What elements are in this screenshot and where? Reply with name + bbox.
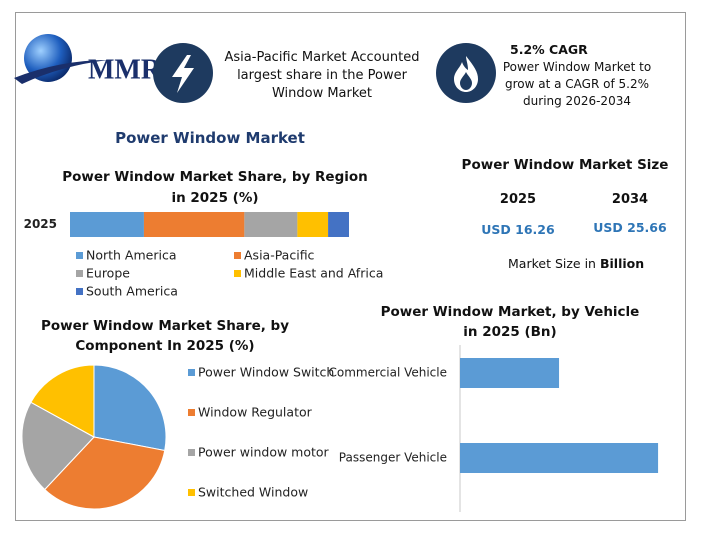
legend-label: Switched Window — [198, 485, 308, 500]
highlight-text: Asia-Pacific Market Accounted largest sh… — [224, 50, 420, 101]
icon-circle — [436, 43, 496, 103]
frame — [15, 12, 686, 521]
category-label: Commercial Vehicle — [329, 366, 448, 380]
size-value: USD 25.66 — [593, 220, 667, 235]
legend-label: North America — [86, 248, 177, 263]
main-title: Power Window Market — [115, 129, 305, 147]
bar-segment — [297, 212, 329, 237]
legend-swatch — [188, 449, 195, 456]
bar-segment — [70, 212, 144, 237]
logo-globe — [24, 34, 72, 82]
size-note-unit: Billion — [599, 256, 645, 271]
legend-swatch — [188, 369, 195, 376]
category-label: Passenger Vehicle — [339, 451, 447, 465]
legend-swatch — [234, 252, 241, 259]
pie-slice — [21, 401, 95, 491]
logo-swoosh — [14, 60, 108, 84]
bar-segment — [244, 212, 298, 237]
pie-slice — [44, 436, 166, 510]
logo-text: MMR — [88, 54, 162, 85]
bar-segment — [328, 212, 349, 237]
legend-label: South America — [86, 284, 178, 299]
bar — [460, 358, 560, 388]
highlight-title: 5.2% CAGR — [510, 42, 588, 57]
legend-swatch — [76, 288, 83, 295]
size-value: USD 16.26 — [481, 222, 555, 237]
flame-icon — [454, 56, 478, 92]
highlight-text: Power Window Market to grow at a CAGR of… — [502, 60, 652, 108]
size-note-text: Market Size in — [508, 256, 596, 271]
legend-swatch — [76, 270, 83, 277]
pie-slice — [30, 364, 95, 438]
legend-swatch — [188, 489, 195, 496]
pie-slice — [93, 364, 167, 452]
chart-title: Power Window Market Share, by Region in … — [62, 169, 368, 206]
legend-label: Power Window Switch — [198, 365, 334, 380]
size-note: Market Size in Billion — [508, 256, 644, 271]
legend-swatch — [188, 409, 195, 416]
legend-label: Power window motor — [198, 445, 330, 460]
bar — [460, 443, 659, 473]
legend-swatch — [234, 270, 241, 277]
size-title: Power Window Market Size — [461, 157, 669, 173]
bar-segment — [143, 212, 245, 237]
legend-label: Middle East and Africa — [244, 266, 383, 281]
legend-label: Europe — [86, 266, 130, 281]
legend-label: Window Regulator — [198, 405, 313, 420]
chart-title: Power Window Market Share, by Component … — [40, 318, 290, 354]
size-year: 2034 — [611, 192, 649, 207]
bolt-icon — [172, 55, 194, 93]
legend-swatch — [76, 252, 83, 259]
size-year: 2025 — [499, 192, 537, 207]
legend-label: Asia-Pacific — [244, 248, 315, 263]
category-label: 2025 — [24, 217, 57, 231]
chart-title: Power Window Market, by Vehicle in 2025 … — [380, 304, 640, 340]
